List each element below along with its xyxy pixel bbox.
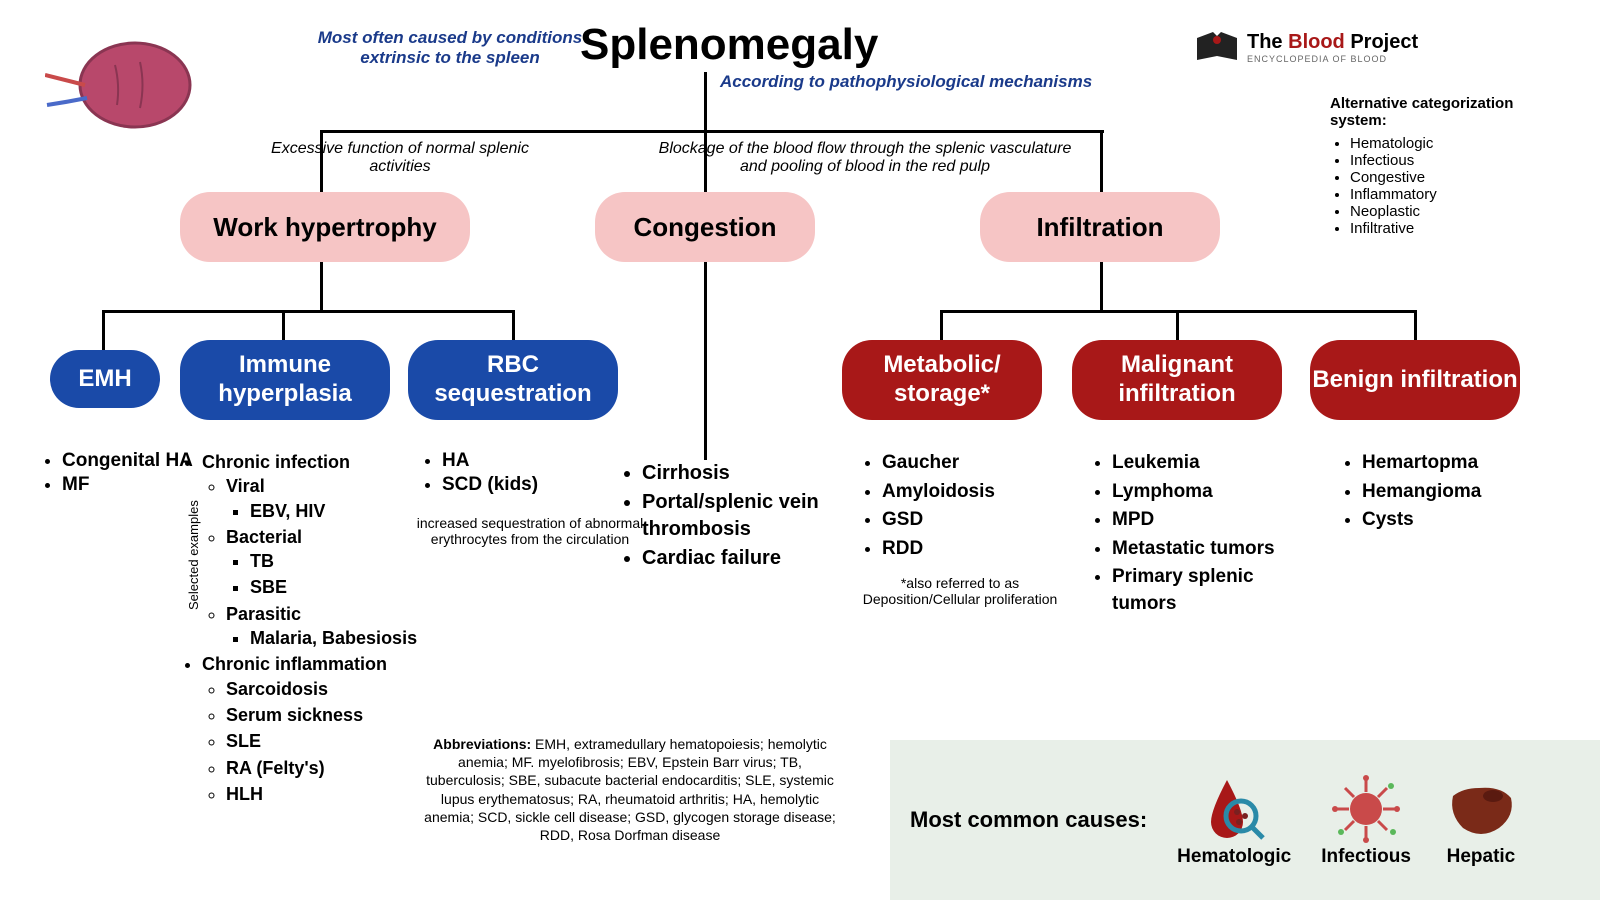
metabolic-note: *also referred to as Deposition/Cellular… [860, 575, 1060, 607]
sub-metabolic-storage: Metabolic/ storage* [842, 340, 1042, 420]
page-title: Splenomegaly [580, 20, 878, 70]
subtitle-left: Most often caused by conditions extrinsi… [310, 28, 590, 68]
abbreviations: Abbreviations: EMH, extramedullary hemat… [420, 735, 840, 844]
rbc-list: HA SCD (kids) [420, 450, 538, 498]
most-common-causes: Most common causes: Hematologic Infectio… [890, 740, 1600, 900]
sub-emh: EMH [50, 350, 160, 408]
connector [1414, 310, 1417, 340]
category-work-hypertrophy: Work hypertrophy [180, 192, 470, 262]
connector [320, 262, 323, 310]
spleen-icon [45, 30, 195, 150]
connector [320, 130, 1104, 133]
connector [102, 310, 515, 313]
footer-label: Most common causes: [910, 807, 1147, 833]
blood-drop-icon [1197, 772, 1271, 846]
cause-hepatic: Hepatic [1441, 772, 1521, 868]
connector [282, 310, 285, 340]
benign-list: Hemartopma Hemangioma Cysts [1340, 450, 1481, 536]
cause-infectious: Infectious [1321, 772, 1411, 868]
subtitle-right: According to pathophysiological mechanis… [720, 72, 1092, 92]
desc-work: Excessive function of normal splenic act… [240, 140, 560, 176]
sub-benign-infiltration: Benign infiltration [1310, 340, 1520, 420]
category-congestion: Congestion [595, 192, 815, 262]
cause-hematologic: Hematologic [1177, 772, 1291, 868]
category-infiltration: Infiltration [980, 192, 1220, 262]
sub-immune-hyperplasia: Immune hyperplasia [180, 340, 390, 420]
logo-text-1a: The [1247, 31, 1288, 53]
malignant-list: Leukemia Lymphoma MPD Metastatic tumors … [1090, 450, 1290, 620]
logo-text-1b: Blood [1288, 31, 1345, 53]
logo-text-1c: Project [1345, 31, 1418, 53]
connector [1100, 262, 1103, 310]
logo: The Blood Project ENCYCLOPEDIA OF BLOOD [1195, 30, 1418, 64]
connector [320, 130, 323, 192]
selected-examples-label: Selected examples [186, 500, 201, 610]
connector [704, 130, 707, 192]
sub-rbc-sequestration: RBC sequestration [408, 340, 618, 420]
logo-text-2: ENCYCLOPEDIA OF BLOOD [1247, 54, 1418, 64]
congestion-list: Cirrhosis Portal/splenic vein thrombosis… [620, 460, 820, 574]
sub-malignant-infiltration: Malignant infiltration [1072, 340, 1282, 420]
liver-icon [1441, 772, 1521, 846]
connector [102, 310, 105, 350]
metabolic-list: Gaucher Amyloidosis GSD RDD [860, 450, 995, 564]
immune-list: Chronic infection Viral EBV, HIV Bacteri… [180, 450, 417, 808]
connector [1176, 310, 1179, 340]
connector [1100, 130, 1103, 192]
connector [704, 262, 707, 460]
connector [940, 310, 943, 340]
virus-icon [1329, 772, 1403, 846]
connector [704, 72, 707, 130]
emh-list: Congenital HA MF [40, 450, 193, 498]
connector [512, 310, 515, 340]
alternative-categorization: Alternative categorization system: Hemat… [1330, 95, 1540, 237]
desc-congestion: Blockage of the blood flow through the s… [650, 140, 1080, 176]
